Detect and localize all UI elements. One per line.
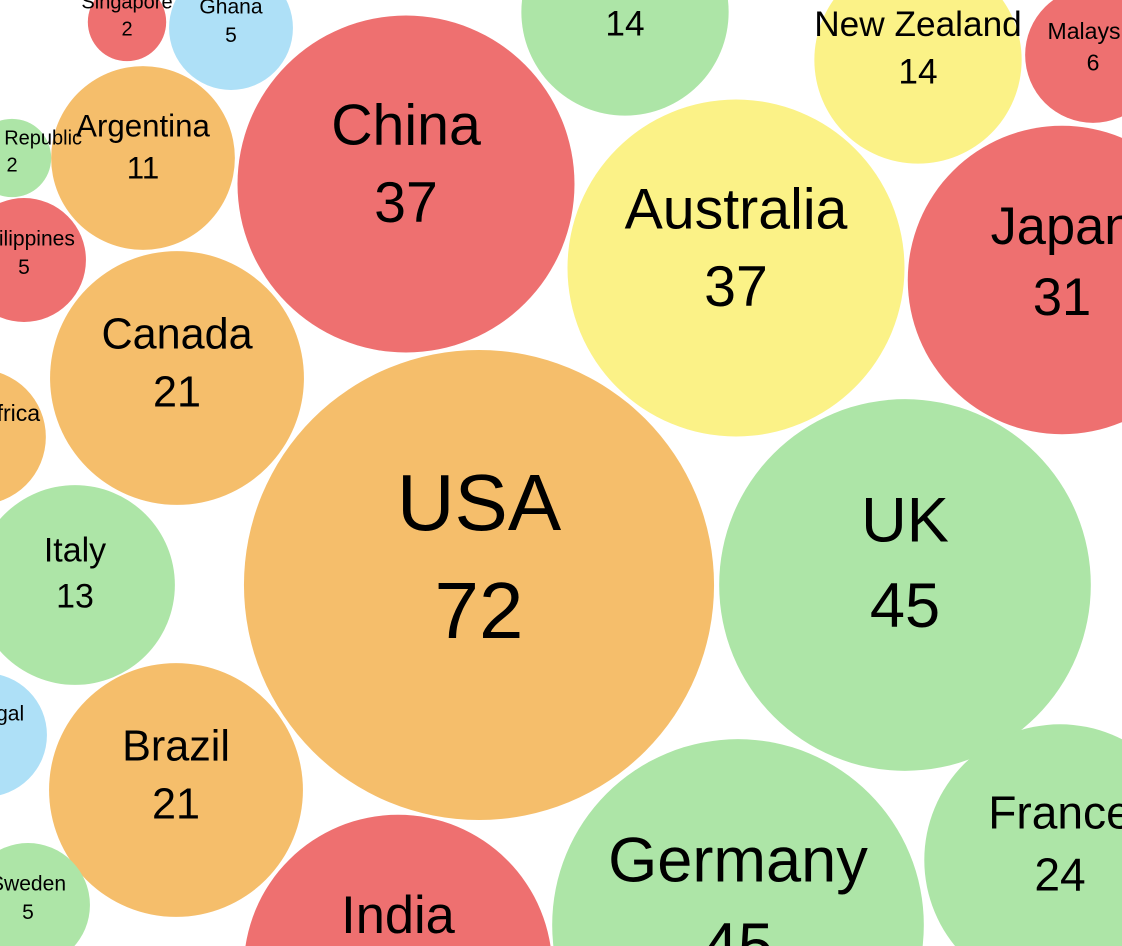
bubble <box>237 15 575 353</box>
bubble <box>907 125 1122 435</box>
bubble <box>0 485 175 685</box>
bubble <box>49 663 303 917</box>
bubble <box>169 0 293 90</box>
bubble-value: 2 <box>6 154 17 176</box>
bubble <box>814 0 1022 164</box>
bubble-value: 14 <box>605 4 644 43</box>
bubble <box>719 399 1091 771</box>
bubble <box>0 372 46 502</box>
bubble-label: Japan <box>991 198 1122 256</box>
bubble <box>0 118 52 198</box>
bubble <box>924 724 1122 946</box>
bubble-label: New Zealand <box>814 5 1022 44</box>
bubble-value: 45 <box>870 571 940 641</box>
bubble <box>1025 0 1122 123</box>
bubble-value: 5 <box>18 256 30 279</box>
bubble-label: South Africa <box>0 400 40 426</box>
bubble <box>50 251 304 505</box>
bubble-label: Malaysia <box>1048 18 1122 44</box>
bubble-label: India <box>341 887 456 945</box>
bubble <box>87 0 167 62</box>
bubble-label: Australia <box>625 178 848 242</box>
bubble-value: 31 <box>1033 269 1091 327</box>
bubble-value: 72 <box>435 566 524 655</box>
bubble-label: Czech Republic <box>0 127 82 149</box>
bubble-label: France <box>988 786 1122 838</box>
bubble-value: 11 <box>127 151 159 186</box>
bubble-value: 37 <box>374 171 438 235</box>
bubble-value: 5 <box>225 24 237 47</box>
bubble <box>0 843 90 946</box>
bubble-label: UK <box>861 486 949 556</box>
bubble-value: 2 <box>121 18 132 40</box>
bubble-label: Canada <box>101 310 252 358</box>
bubble-label: Sweden <box>0 873 66 896</box>
bubble <box>51 66 235 250</box>
bubble-label: Philippines <box>0 228 75 251</box>
bubble <box>0 674 47 796</box>
bubble-label: Brazil <box>122 722 230 770</box>
bubble-value: 5 <box>22 901 34 924</box>
bubble-value: 37 <box>704 255 768 319</box>
bubble <box>521 0 729 116</box>
bubble-value: 21 <box>153 369 201 417</box>
bubble <box>567 99 905 437</box>
bubble-label: Singapore <box>81 0 172 13</box>
bubble-value: 13 <box>56 578 94 616</box>
bubble-label: Ghana <box>199 0 262 19</box>
bubble-label: Germany <box>608 826 868 896</box>
bubble-label: Argentina <box>76 109 210 144</box>
bubble-value: 45 <box>703 911 773 946</box>
bubble-label: China <box>331 94 481 158</box>
bubble <box>243 349 715 821</box>
bubble-label: Portugal <box>0 703 24 726</box>
bubble-label: USA <box>397 458 562 547</box>
bubble-value: 14 <box>898 52 937 91</box>
bubble-label: Italy <box>44 532 106 570</box>
bubble <box>245 814 551 946</box>
bubble-value: 24 <box>1034 849 1085 901</box>
bubble-value: 21 <box>152 781 200 829</box>
bubble-value: 6 <box>1087 49 1100 75</box>
bubble <box>552 739 924 946</box>
bubble <box>0 198 86 322</box>
